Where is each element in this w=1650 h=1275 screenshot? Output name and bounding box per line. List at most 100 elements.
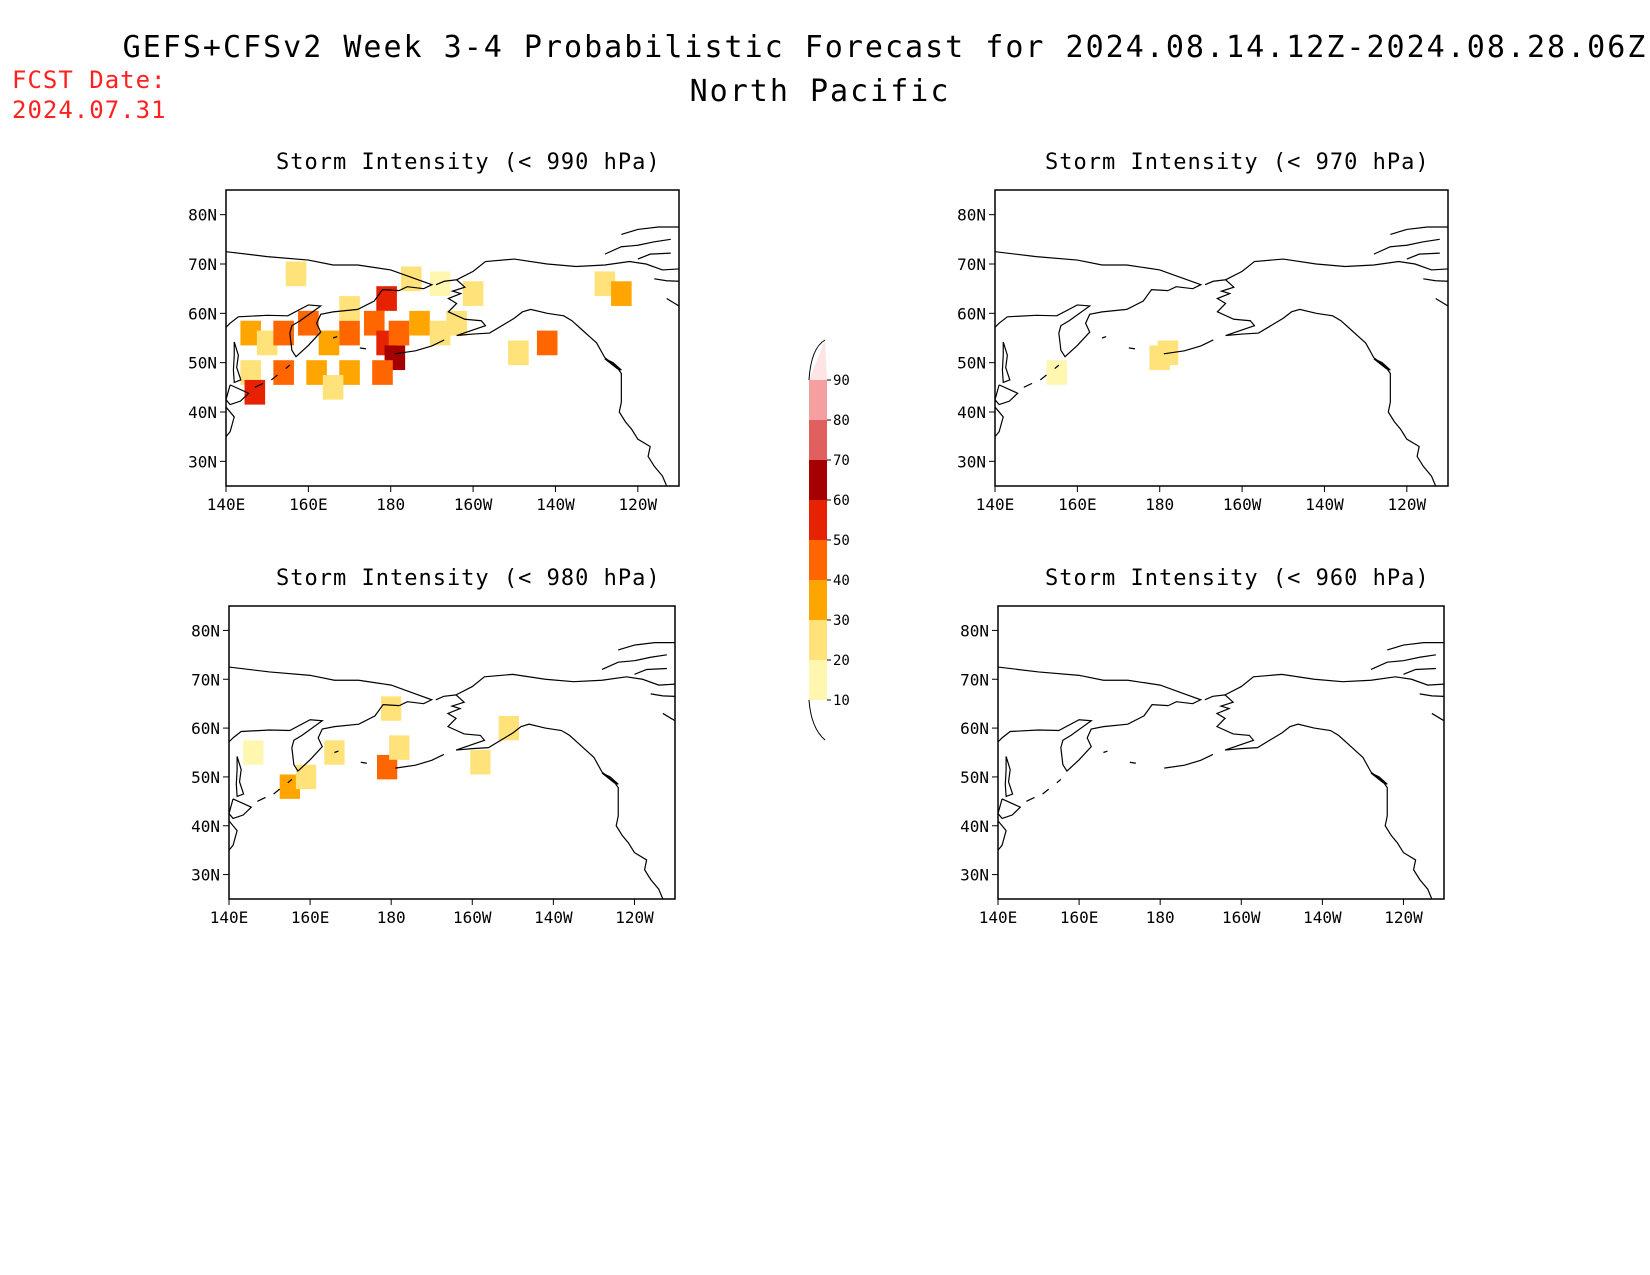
coastline-segment [394,339,445,355]
probability-cell [376,754,398,780]
probability-cell [363,310,385,336]
coastline-segment [662,712,675,722]
coastline-segment [435,694,664,899]
coastline [995,226,1448,486]
colorbar-top-wedge [809,340,827,380]
colorbar-label: 20 [833,653,850,669]
probability-cell [279,774,300,799]
lon-tick-label: 160E [289,495,328,514]
probability-cell [498,715,519,741]
coastline-segment [998,704,1169,772]
lat-tick-label: 60N [960,719,989,738]
lon-tick-label: 120W [1388,495,1427,514]
probability-cell [306,360,327,385]
map-frame [994,189,1449,487]
colorbar-segment [809,460,827,500]
coastline-segment [1370,772,1388,785]
lat-tick-label: 80N [957,206,986,225]
probability-cell [339,360,360,385]
map-frame [228,605,676,900]
lon-tick-label: 140E [210,908,249,927]
colorbar-segment [809,500,827,540]
lon-tick-label: 140E [979,908,1018,927]
lon-tick-label: 180 [1145,495,1174,514]
probability-cell [322,375,344,400]
probability-cell [381,696,402,721]
lat-tick-label: 40N [960,817,989,836]
probability-cell [429,320,451,346]
probability-field [243,696,519,799]
coastline [998,642,1444,899]
coastline-segment [1004,756,1014,798]
probability-cell [298,310,319,336]
coastline-segment [1419,693,1444,697]
coastline-segment [1373,238,1440,255]
probability-cell [594,271,616,297]
coastline-segment [360,761,367,764]
coastline-segment [456,258,679,281]
coastline-segment [1039,374,1047,381]
lon-tick-label: 180 [377,908,406,927]
colorbar-segment [809,580,827,620]
colorbar-segment [809,420,827,460]
coastline-segment [1225,258,1448,281]
lat-tick-label: 50N [191,768,220,787]
lat-tick-label: 60N [191,719,220,738]
coastline-segment [1163,339,1214,355]
lon-tick-label: 180 [376,495,405,514]
lat-tick-label: 40N [957,403,986,422]
coastline-segment [995,289,1168,358]
coastline-segment [1128,347,1136,350]
lon-tick-label: 140W [1303,908,1342,927]
lat-tick-label: 70N [960,670,989,689]
coastline-segment [226,251,434,292]
colorbar-segment [809,540,827,580]
probability-field [1046,340,1179,385]
probability-cell [401,266,422,292]
coastline-segment [285,364,291,370]
coastline-segment [1435,298,1448,307]
probability-cell [285,261,307,287]
coastline-segment [604,358,622,371]
colorbar: 10 20 30 40 50 60 70 80 90 [808,339,850,741]
coastline-segment [666,298,679,307]
colorbar-top-edge [808,339,826,381]
lat-tick-label: 80N [960,621,989,640]
map-panel-p960: 80N 70N 60N 50N 40N 30N 140E 160E 180 160W 140W 120… [960,605,1445,927]
probability-cell [388,320,410,346]
lat-tick-label: 30N [188,452,217,471]
lat-tick-label: 60N [957,304,986,323]
coastline-segment [1431,712,1444,722]
lat-tick-label: 30N [957,452,986,471]
coastline-segment [1164,753,1214,769]
lon-tick-label: 160W [453,908,492,927]
probability-cell [243,740,264,765]
probability-cell [611,281,632,306]
probability-cell [429,271,451,297]
lat-tick-label: 30N [191,866,220,885]
lon-tick-label: 160E [1060,908,1099,927]
probability-cell [273,320,294,346]
coastline-segment [995,251,1203,292]
coastline-segment [998,798,1022,820]
colorbar-label: 30 [833,613,850,629]
lon-tick-label: 140E [207,495,246,514]
lat-tick-label: 50N [960,768,989,787]
lat-tick-label: 70N [188,255,217,274]
colorbar-label: 90 [833,373,850,389]
coastline-segment [229,820,238,851]
colorbar-label: 80 [833,413,850,429]
lat-tick-label: 40N [188,403,217,422]
lon-tick-label: 180 [1146,908,1175,927]
coastline-segment [254,382,264,388]
lon-tick-label: 160E [291,908,330,927]
lat-tick-label: 30N [960,866,989,885]
colorbar-label: 10 [833,693,850,709]
panel-title-960: Storm Intensity (< 960 hPa) [1045,566,1430,591]
coastline-segment [1390,226,1448,235]
lon-tick-label: 140W [1305,495,1344,514]
map-panel-p990: 80N 70N 60N 50N 40N 30N 140E 160E 180 160W 140W 120… [188,189,680,514]
colorbar-segment [809,380,827,420]
lat-tick-label: 50N [957,354,986,373]
